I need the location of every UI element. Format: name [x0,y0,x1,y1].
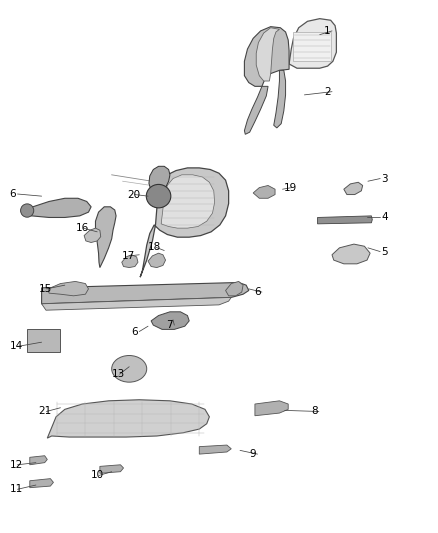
Text: 18: 18 [148,243,161,252]
Text: 16: 16 [75,223,88,233]
Text: 13: 13 [112,369,125,379]
Polygon shape [332,244,370,264]
Text: 2: 2 [324,87,331,96]
Text: 14: 14 [10,342,23,351]
Text: 19: 19 [284,183,297,192]
Polygon shape [95,207,116,268]
Ellipse shape [112,356,147,382]
Polygon shape [148,253,166,268]
Text: 21: 21 [39,407,52,416]
Text: 17: 17 [122,251,135,261]
Text: 15: 15 [39,284,52,294]
Text: 4: 4 [381,213,388,222]
Polygon shape [253,185,275,198]
Ellipse shape [21,204,34,217]
Polygon shape [140,168,229,277]
Text: 12: 12 [10,460,23,470]
Polygon shape [151,312,189,329]
Bar [27,329,60,352]
Text: 8: 8 [311,407,318,416]
Text: 9: 9 [250,449,256,459]
Polygon shape [42,297,231,310]
Ellipse shape [146,184,171,208]
Text: 6: 6 [10,189,16,199]
Polygon shape [23,198,91,217]
Polygon shape [42,282,249,304]
Polygon shape [48,281,88,296]
Text: 3: 3 [381,174,388,183]
Text: 7: 7 [166,320,173,330]
Polygon shape [199,445,231,454]
Polygon shape [30,456,47,465]
Polygon shape [47,400,209,438]
Text: 20: 20 [127,190,140,199]
Polygon shape [226,281,243,296]
Polygon shape [293,32,331,61]
Text: 10: 10 [91,471,104,480]
Polygon shape [318,216,372,224]
Polygon shape [255,401,288,416]
Polygon shape [122,255,138,268]
Text: 5: 5 [381,247,388,256]
Polygon shape [244,27,289,86]
Text: 6: 6 [131,327,138,336]
Text: 1: 1 [324,26,331,36]
Polygon shape [149,166,170,195]
Text: 11: 11 [10,484,23,494]
Polygon shape [344,182,363,195]
Text: 6: 6 [254,287,261,297]
Polygon shape [289,19,336,68]
Polygon shape [30,479,53,488]
Polygon shape [256,28,279,81]
Polygon shape [84,228,101,243]
Polygon shape [244,86,268,134]
Polygon shape [100,465,124,473]
Polygon shape [161,175,215,228]
Polygon shape [274,70,286,128]
